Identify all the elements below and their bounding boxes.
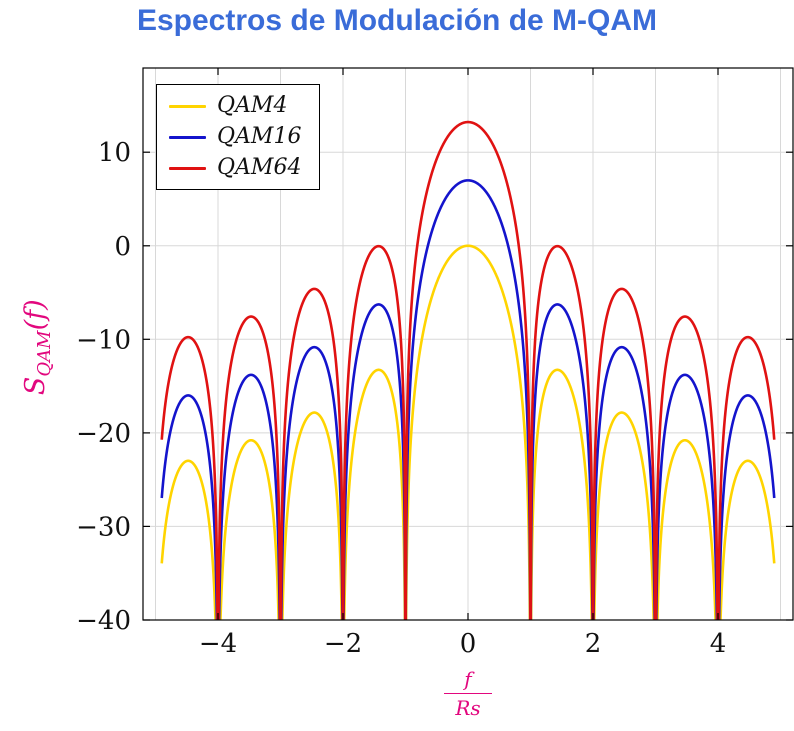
legend-item-qam4: QAM4 — [169, 95, 301, 117]
legend-item-qam16: QAM16 — [169, 126, 301, 148]
x-tick-label: 4 — [710, 629, 727, 659]
legend-label-qam64: QAM64 — [217, 155, 302, 180]
x-tick-label: −4 — [199, 629, 237, 659]
ylabel-main: S — [19, 376, 51, 396]
ylabel-subscript: QAM — [34, 330, 56, 377]
y-tick-label: −10 — [76, 325, 131, 355]
series-line-QAM4 — [160, 244, 776, 620]
y-tick-label: −30 — [76, 512, 131, 542]
x-axis-label: f Rs — [444, 668, 492, 720]
ylabel-rest: (f) — [19, 299, 51, 331]
xlabel-numerator: f — [464, 667, 472, 691]
y-axis-label: SQAM(f) — [19, 267, 56, 427]
legend: QAM4 QAM16 QAM64 — [156, 84, 321, 190]
y-tick-label: 10 — [98, 138, 131, 168]
qam16-line-swatch — [169, 135, 206, 139]
series-line-QAM16 — [160, 179, 776, 620]
xlabel-denominator: Rs — [444, 693, 492, 720]
y-tick-label: 0 — [114, 232, 131, 262]
legend-label-qam4: QAM4 — [217, 93, 288, 118]
x-tick-label: 0 — [460, 629, 477, 659]
chart-title: Espectros de Modulación de M-QAM — [136, 4, 658, 37]
legend-label-qam16: QAM16 — [217, 124, 302, 149]
qam64-line-swatch — [169, 166, 206, 170]
x-tick-label: 2 — [585, 629, 602, 659]
x-tick-label: −2 — [324, 629, 362, 659]
y-tick-label: −20 — [76, 419, 131, 449]
y-tick-label: −40 — [76, 606, 131, 636]
series-line-QAM64 — [160, 120, 776, 620]
legend-item-qam64: QAM64 — [169, 157, 301, 179]
qam4-line-swatch — [169, 104, 206, 108]
